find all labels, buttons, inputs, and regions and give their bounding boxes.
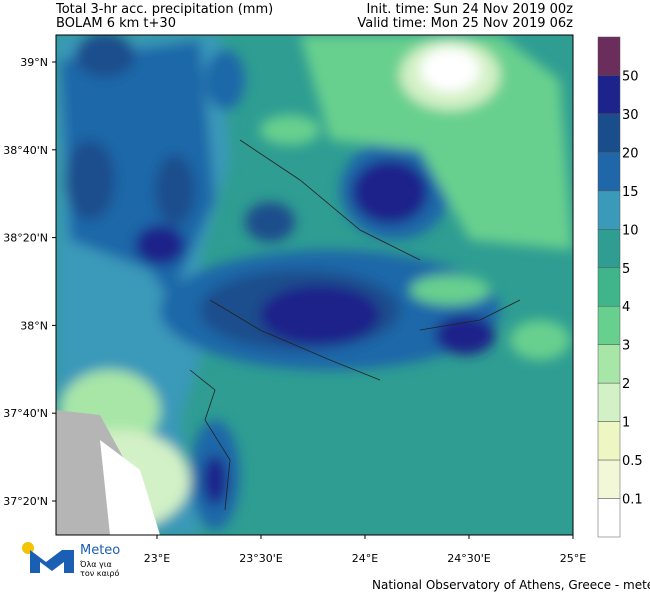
colorbar-box	[597, 382, 621, 422]
map-frame	[55, 34, 574, 536]
colorbar-box	[597, 75, 621, 115]
logo-tagline: Όλα για	[79, 559, 112, 569]
lon-label: 25°E	[560, 552, 586, 565]
colorbar-label: 2	[622, 377, 630, 392]
logo-mark	[30, 550, 74, 573]
lat-label: 38°20'N	[3, 232, 48, 245]
logo-name: Meteo	[80, 543, 120, 558]
logo: Meteo Όλα για τον καιρό	[22, 542, 120, 578]
colorbar-label: 1	[622, 416, 630, 431]
lat-label: 37°40'N	[3, 407, 48, 420]
logo-tagline: τον καιρό	[80, 568, 119, 578]
title: Total 3-hr acc. precipitation (mm)	[55, 2, 273, 17]
lat-label: 37°20'N	[3, 495, 48, 508]
colorbar-label: 0.5	[622, 454, 643, 469]
colorbar-label: 5	[622, 262, 630, 277]
lon-label: 23°E	[144, 552, 170, 565]
colorbar-label: 0.1	[622, 493, 643, 508]
map	[56, 35, 573, 535]
colorbar-box	[597, 459, 621, 499]
lat-label: 38°40'N	[3, 144, 48, 157]
colorbar-box	[597, 152, 621, 192]
colorbar-box	[597, 229, 621, 269]
colorbar-box	[597, 344, 621, 384]
colorbar-label: 30	[622, 108, 639, 123]
lat-axis: 39°N 38°40'N 38°20'N 38°N 37°40'N 37°20'N	[3, 56, 56, 508]
lon-axis: 23°E 23°30'E 24°E 24°30'E 25°E	[144, 535, 586, 565]
colorbar-label: 20	[622, 146, 639, 161]
colorbar-box	[597, 36, 621, 76]
colorbar-label: 50	[622, 69, 639, 84]
valid-time: Valid time: Mon 25 Nov 2019 06z	[357, 16, 573, 31]
colorbar-box	[597, 305, 621, 345]
colorbar: 50 30 20 15 10 5 4 3 2 1 0.5 0.1	[597, 36, 643, 538]
model: BOLAM 6 km t+30	[56, 16, 176, 31]
colorbar-label: 4	[622, 300, 630, 315]
colorbar-label: 15	[622, 185, 639, 200]
lat-label: 39°N	[20, 56, 48, 69]
colorbar-box	[597, 267, 621, 307]
colorbar-box	[597, 113, 621, 153]
colorbar-box	[597, 190, 621, 230]
lat-label: 38°N	[20, 319, 48, 332]
lon-label: 23°30'E	[239, 552, 283, 565]
colorbar-label: 3	[622, 339, 630, 354]
lon-label: 24°E	[352, 552, 378, 565]
init-time: Init. time: Sun 24 Nov 2019 00z	[366, 2, 573, 17]
lon-label: 24°30'E	[447, 552, 491, 565]
colorbar-label: 10	[622, 223, 639, 238]
colorbar-box	[597, 498, 621, 538]
footer: National Observatory of Athens, Greece -…	[372, 578, 650, 592]
colorbar-box	[597, 421, 621, 461]
